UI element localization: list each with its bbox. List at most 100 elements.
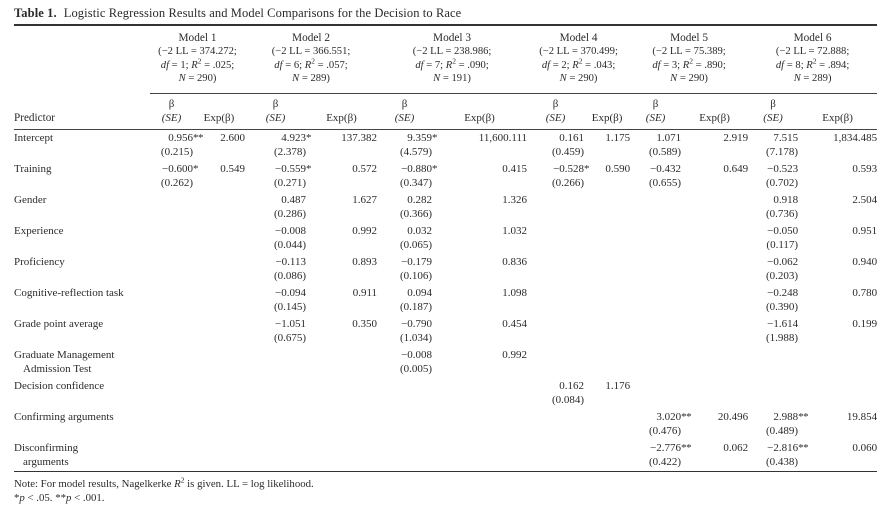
beta-se-cell: 1.071 (0.589) [630, 130, 681, 161]
beta-se-cell: 0.956** (0.215) [150, 130, 204, 161]
se-label: (SE) [265, 111, 286, 124]
table-row: Grade point average −1.051 (0.675) 0.350 −0.… [14, 316, 877, 347]
beta-value: −2.776** [650, 441, 692, 454]
beta-se-cell [377, 378, 432, 409]
beta-value: 0.094 [407, 286, 433, 299]
exp-cell: 1.098 [502, 286, 528, 299]
beta-symbol: β [552, 97, 559, 110]
beta-se-cell: 9.359* (4.579) [377, 130, 438, 161]
se-value: (0.262) [160, 176, 193, 189]
exp-cell: 0.199 [852, 317, 878, 330]
model-df-rsquared: df = 2; R2 = .043; [541, 56, 616, 71]
table-row: Confirming arguments 3.020** (0.476) 20.496… [14, 409, 877, 440]
se-value: (0.215) [160, 145, 193, 158]
exp-cell: 1.326 [502, 193, 528, 206]
se-value: (0.044) [273, 238, 307, 251]
predictor-column-spacer [14, 25, 150, 93]
beta-value: −0.790 [401, 317, 433, 330]
exp-cell: 1,834.485 [833, 131, 878, 144]
beta-se-cell: −0.523 (0.702) [748, 161, 798, 192]
beta-value: −0.050 [767, 224, 799, 237]
beta-se-cell: −0.790 (1.034) [377, 316, 432, 347]
se-value: (0.106) [399, 269, 433, 282]
beta-value: −0.559* [275, 162, 312, 175]
model-loglikelihood: (−2 LL = 75.389; [652, 46, 726, 57]
exp-cell: 0.415 [502, 162, 528, 175]
se-value: (0.675) [273, 331, 307, 344]
beta-value: −0.179 [401, 255, 433, 268]
exp-cell [584, 285, 630, 316]
beta-se-header: β (SE) [748, 93, 799, 131]
model-name: Model 6 [793, 32, 832, 44]
exp-cell [584, 440, 630, 471]
model-sample-size: N = 290) [178, 73, 217, 85]
exp-cell: 137.382 [341, 131, 378, 144]
sig-star-single: * [14, 492, 20, 505]
model-df-rsquared: df = 3; R2 = .890; [652, 56, 726, 71]
exp-cell: 1.176 [605, 379, 631, 392]
model-name: Model 1 [178, 32, 217, 44]
beta-se-cell [527, 192, 584, 223]
exp-cell [306, 378, 377, 409]
model-loglikelihood: (−2 LL = 370.499; [539, 46, 618, 57]
exp-beta-header: Exp(β) [432, 93, 528, 131]
exp-cell [193, 316, 245, 347]
exp-cell: 2.919 [723, 131, 749, 144]
beta-se-cell: −0.094 (0.145) [245, 285, 306, 316]
predictor-label: Confirming arguments [14, 410, 114, 423]
beta-se-cell: −2.816** (0.438) [748, 440, 809, 471]
table-row: Disconfirming arguments −2.776** (0.422) 0.0… [14, 440, 877, 471]
exp-cell: 0.549 [220, 162, 246, 175]
sig-star-double: ** [55, 492, 66, 505]
beta-symbol: β [401, 97, 408, 110]
model-df-rsquared: df = 1; R2 = .025; [160, 56, 235, 71]
exp-cell: 1.032 [502, 224, 528, 237]
exp-beta-header: Exp(β) [681, 93, 749, 131]
beta-value: −1.051 [275, 317, 307, 330]
model-loglikelihood: (−2 LL = 374.272; [158, 46, 237, 57]
beta-se-cell [150, 409, 193, 440]
exp-cell: 0.593 [852, 162, 878, 175]
predictor-cell: Graduate Management Admission Test [14, 347, 150, 378]
exp-cell: 0.454 [502, 317, 528, 330]
exp-cell: 0.060 [852, 441, 878, 454]
exp-cell [432, 378, 527, 409]
sig-threshold-001: < .001. [71, 492, 105, 505]
beta-value: −0.062 [767, 255, 799, 268]
model-name: Model 3 [433, 32, 472, 44]
beta-se-cell: 3.020** (0.476) [630, 409, 692, 440]
note-text-cont: is given. LL = log likelihood. [184, 478, 314, 491]
exp-cell [193, 254, 245, 285]
exp-cell [193, 285, 245, 316]
beta-value: 2.988** [773, 410, 809, 423]
se-value: (0.117) [766, 238, 799, 251]
exp-cell [432, 409, 527, 440]
significance-note: *p < .05. **p < .001. [14, 491, 884, 505]
exp-cell [306, 409, 377, 440]
exp-cell [193, 223, 245, 254]
model-name: Model 4 [559, 32, 598, 44]
beta-se-cell: −1.614 (1.988) [748, 316, 798, 347]
r-squared-symbol: R [174, 478, 181, 491]
model-header: Model 3 (−2 LL = 238.986; df = 7; R2 = .09… [377, 25, 528, 94]
beta-value: −0.113 [275, 255, 307, 268]
beta-se-cell [630, 378, 681, 409]
table-caption: Logistic Regression Results and Model Co… [63, 6, 462, 20]
beta-se-cell: −0.050 (0.117) [748, 223, 798, 254]
beta-se-cell: −0.179 (0.106) [377, 254, 432, 285]
beta-value: 0.032 [407, 224, 433, 237]
exp-cell: 0.940 [852, 255, 878, 268]
beta-se-cell [245, 440, 306, 471]
beta-se-cell [630, 347, 681, 378]
table-row: Cognitive-reflection task −0.094 (0.145) 0.… [14, 285, 877, 316]
exp-cell [193, 378, 245, 409]
se-value: (0.489) [766, 424, 799, 437]
predictor-label: arguments [23, 455, 69, 468]
beta-se-cell [630, 316, 681, 347]
se-value: (0.390) [766, 300, 799, 313]
beta-se-cell [245, 378, 306, 409]
table-row: Decision confidence 0.162 (0.084) 1.176 [14, 378, 877, 409]
beta-se-cell: 0.161 (0.459) [527, 130, 584, 161]
exp-cell [584, 316, 630, 347]
